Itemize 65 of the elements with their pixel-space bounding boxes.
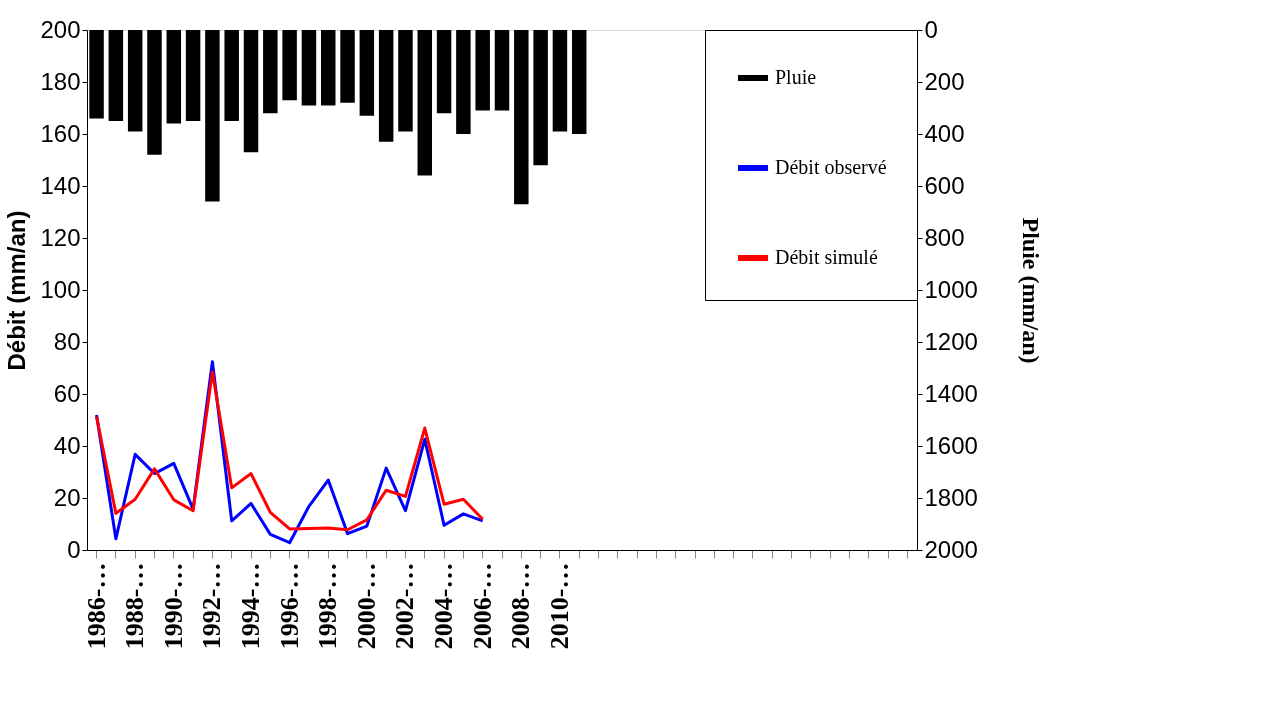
y-tick-label: 20 [53,483,81,511]
y-tick-label: 40 [53,431,81,459]
bar [514,30,529,205]
y2-tick-label: 2000 [924,535,978,563]
y2-tick-label: 1400 [924,379,978,407]
bar [127,30,143,132]
bar [108,30,124,121]
legend-label: Pluie [775,66,817,88]
y-tick-label: 60 [53,379,81,407]
y2-tick-label: 200 [924,67,965,95]
x-tick-label: 1996-… [274,562,304,650]
y-tick-label: 160 [40,119,81,147]
bar [205,30,220,202]
bar [321,30,336,106]
y-tick-label: 80 [53,327,81,355]
bar [166,30,182,124]
bar [263,30,278,114]
bar [475,30,490,111]
x-tick-label: 1988-… [120,562,150,650]
x-tick-label: 2008-… [506,562,536,650]
x-tick-label: 2000-… [351,562,381,650]
x-tick-label: 2002-… [390,562,420,650]
bar [224,30,239,121]
y2-axis-title: Pluie (mm/an) [1017,217,1044,364]
bar [282,30,297,101]
y-tick-label: 0 [67,535,81,563]
bar [436,30,452,114]
y-tick-label: 120 [40,223,81,251]
y-tick-label: 100 [40,275,81,303]
bar [456,30,471,134]
y2-tick-label: 0 [924,15,938,43]
y2-tick-label: 1600 [924,431,978,459]
bar [533,30,548,166]
bar [378,30,394,142]
bar [571,30,587,134]
bar [301,30,317,106]
bar [185,30,201,121]
y2-tick-label: 400 [924,119,965,147]
y-tick-label: 140 [40,171,81,199]
x-tick-label: 1994-… [236,562,266,650]
y2-tick-label: 1800 [924,483,978,511]
x-tick-label: 1992-… [197,562,227,650]
legend-label: Débit observé [775,156,887,178]
bar [147,30,162,155]
y-axis-title: Débit (mm/an) [3,210,31,371]
bar [552,30,568,132]
x-tick-label: 1986-… [81,562,111,650]
bar [494,30,510,111]
y2-tick-label: 800 [924,223,965,251]
y-tick-label: 200 [40,15,81,43]
legend-label: Débit simulé [775,246,878,268]
y2-tick-label: 1200 [924,327,978,355]
bar [417,30,433,176]
y2-tick-label: 600 [924,171,965,199]
x-tick-label: 2010-… [544,562,574,650]
x-tick-label: 1990-… [158,562,188,650]
x-tick-label: 2004-… [429,562,459,650]
y2-tick-label: 1000 [924,275,978,303]
x-tick-label: 2006-… [467,562,497,650]
bar [398,30,413,132]
y-tick-label: 180 [40,67,81,95]
bar [340,30,355,103]
bar [243,30,259,153]
x-tick-label: 1998-… [313,562,343,650]
bar [359,30,375,116]
